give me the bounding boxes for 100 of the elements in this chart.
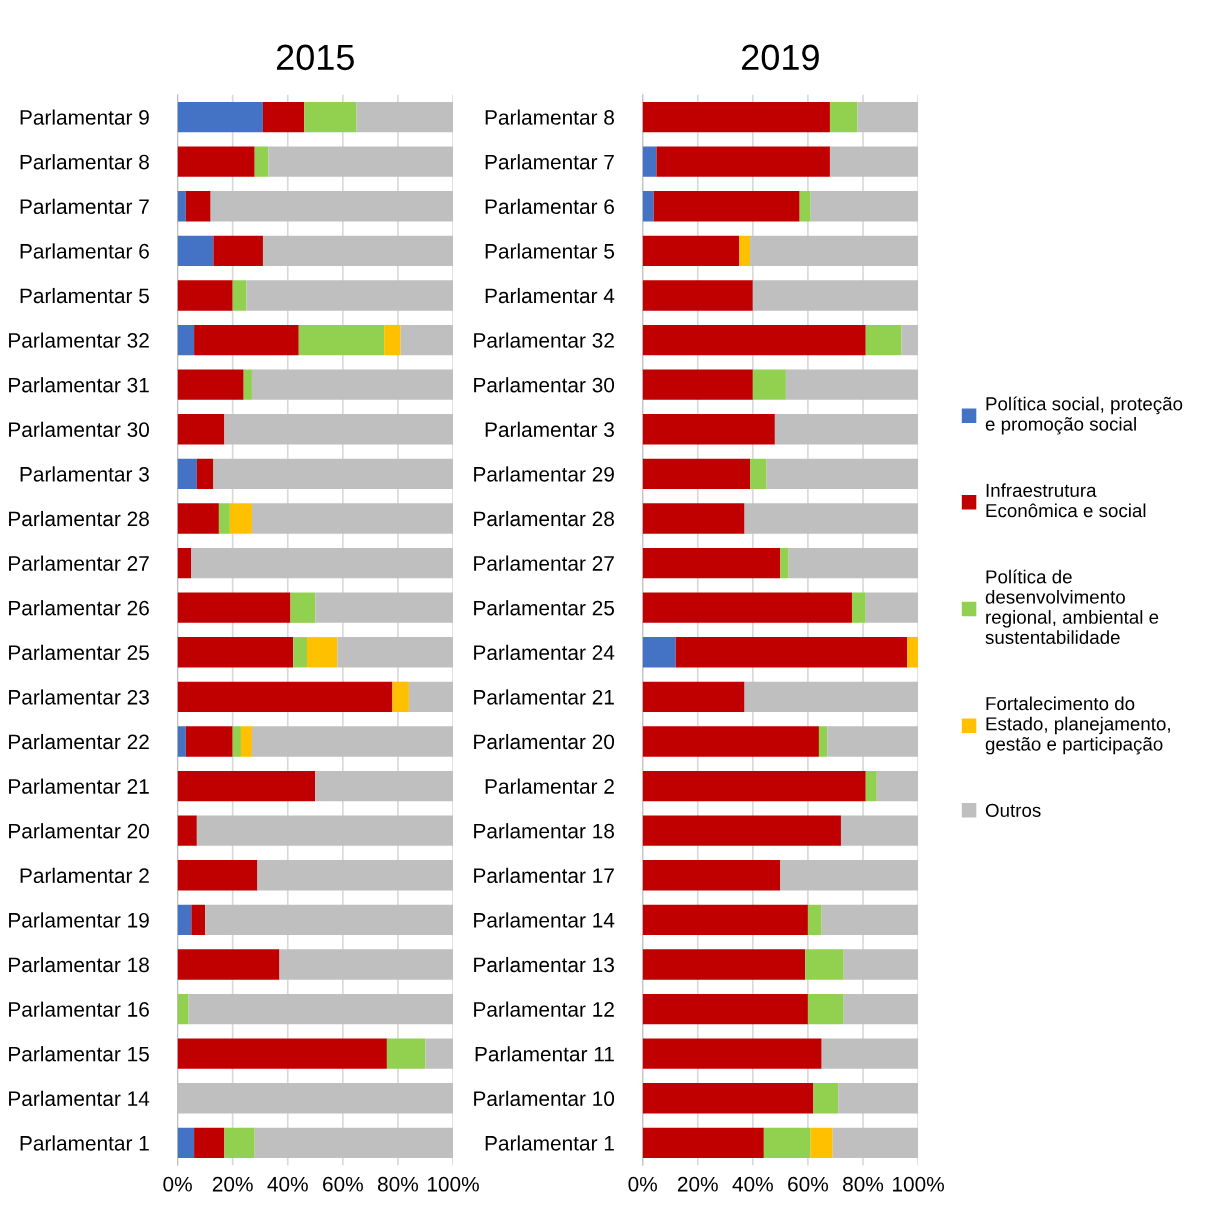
y-tick-label: Parlamentar 14	[474, 912, 615, 928]
y-tick-label: Parlamentar 1	[485, 1135, 614, 1151]
bar	[642, 101, 830, 133]
bar	[262, 235, 453, 267]
bar	[232, 726, 241, 757]
bar	[210, 191, 453, 222]
legend-label: Fortalecimento do Estado, planejamento, gestão e participação	[985, 696, 1170, 755]
bar	[177, 592, 291, 623]
bar	[642, 1127, 764, 1159]
y-tick-label: Parlamentar 21	[9, 778, 149, 794]
y-tick-label: Parlamentar 8	[485, 109, 614, 125]
bar	[177, 280, 233, 311]
bar	[177, 235, 214, 267]
bar	[807, 904, 822, 936]
y-tick-label: Parlamentar 32	[9, 332, 149, 348]
bar	[384, 324, 401, 356]
y-tick-label: Parlamentar 18	[474, 823, 614, 839]
y-tick-label: Parlamentar 15	[9, 1046, 149, 1062]
bar	[876, 770, 919, 802]
bar	[304, 101, 357, 133]
bar	[642, 503, 745, 534]
bar	[642, 324, 866, 356]
bar	[177, 815, 197, 846]
bar	[213, 235, 263, 267]
bar	[642, 993, 808, 1025]
y-tick-label: Parlamentar 9	[20, 109, 149, 125]
y-tick-label: Parlamentar 19	[9, 912, 149, 928]
y-tick-label: Parlamentar 23	[9, 689, 149, 705]
y-tick-label: Parlamentar 20	[474, 733, 615, 750]
bar	[907, 637, 919, 668]
bar	[642, 369, 753, 400]
y-tick-label: Parlamentar 25	[9, 644, 149, 661]
bar	[642, 815, 841, 846]
bar	[785, 369, 919, 400]
x-tick-label: 80%	[843, 1176, 884, 1192]
bar	[177, 993, 189, 1025]
bar	[188, 993, 453, 1025]
legend-label: Infraestrutura Econômica e social	[986, 483, 1146, 518]
bar	[642, 726, 819, 757]
y-tick-label: Parlamentar 17	[474, 867, 614, 884]
y-tick-label: Parlamentar 20	[9, 823, 149, 839]
x-tick-label: 0%	[628, 1176, 657, 1192]
x-tick-label: 40%	[267, 1176, 308, 1192]
x-tick-label: 60%	[323, 1176, 363, 1192]
bar	[642, 681, 745, 713]
bar	[315, 770, 453, 802]
bar	[832, 1127, 919, 1159]
y-tick-label: Parlamentar 13	[474, 956, 614, 973]
bar	[865, 770, 877, 802]
y-tick-label: Parlamentar 11	[475, 1046, 614, 1062]
bar	[224, 414, 453, 445]
bar	[177, 860, 258, 891]
bar	[642, 770, 866, 802]
bar	[177, 770, 316, 802]
chart-title: 2019	[742, 44, 819, 71]
y-tick-label: Parlamentar 32	[474, 332, 614, 348]
bar	[279, 949, 453, 980]
x-tick-label: 0%	[163, 1176, 192, 1192]
bar	[232, 280, 247, 311]
y-tick-label: Parlamentar 2	[485, 778, 614, 794]
y-tick-label: Parlamentar 1	[20, 1135, 149, 1151]
y-tick-label: Parlamentar 6	[20, 243, 149, 259]
bar	[739, 235, 751, 267]
legend-label: Política de desenvolvimento regional, ambiental e sustentabilidade	[985, 569, 1159, 645]
bar	[744, 681, 919, 713]
bar	[642, 1038, 822, 1069]
bar	[290, 592, 316, 623]
bar	[653, 191, 800, 222]
bar	[251, 503, 453, 534]
bar	[213, 458, 453, 490]
bar	[642, 1083, 814, 1114]
bar	[799, 191, 811, 222]
bar	[254, 1127, 453, 1159]
bar	[177, 191, 186, 222]
bar	[356, 101, 453, 133]
bar	[177, 1127, 195, 1159]
bar	[177, 1038, 387, 1069]
bar	[750, 458, 767, 490]
bar	[177, 101, 263, 133]
y-tick-label: Parlamentar 7	[20, 198, 149, 215]
bar	[642, 547, 781, 579]
x-tick-label: 80%	[377, 1176, 419, 1192]
bar	[251, 369, 453, 400]
bar	[251, 726, 453, 757]
x-tick-label: 100%	[893, 1176, 944, 1192]
bar	[386, 1038, 426, 1069]
bar	[780, 547, 789, 579]
bar	[642, 280, 753, 311]
y-tick-label: Parlamentar 12	[474, 1001, 614, 1017]
bar	[901, 324, 919, 356]
y-tick-label: Parlamentar 24	[474, 644, 615, 661]
legend-label: Outros	[985, 803, 1041, 817]
bar	[827, 726, 919, 757]
bar	[642, 235, 740, 267]
bar	[642, 592, 852, 623]
x-tick-label: 100%	[427, 1176, 479, 1192]
bar	[177, 458, 197, 490]
x-tick-label: 60%	[788, 1176, 829, 1192]
bar	[262, 101, 305, 133]
bar	[744, 503, 919, 534]
